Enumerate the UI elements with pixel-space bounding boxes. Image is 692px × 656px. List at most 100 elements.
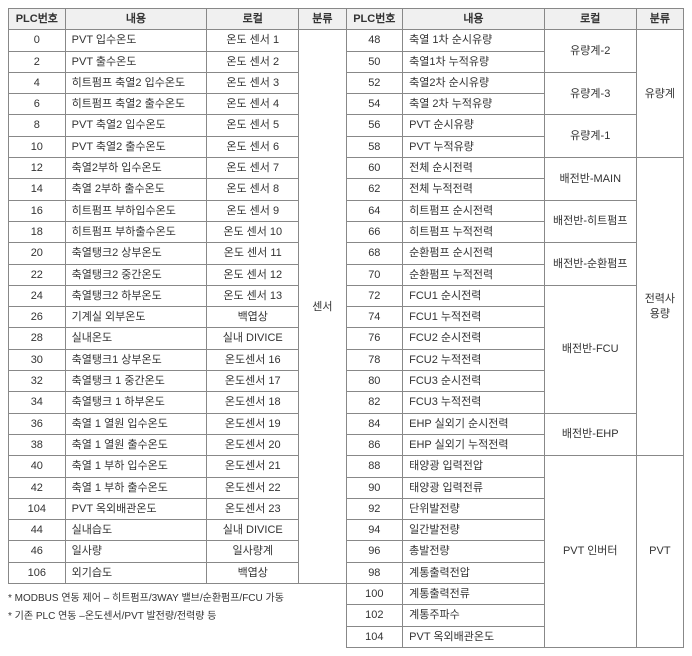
cell-content: 축열 1차 순시유량 [403, 30, 545, 51]
cell-plc: 96 [346, 541, 403, 562]
cell-plc: 102 [346, 605, 403, 626]
cell-plc: 70 [346, 264, 403, 285]
cell-plc: 88 [346, 456, 403, 477]
table-row: 12축열2부하 입수온도온도 센서 7 [9, 158, 347, 179]
cell-content: 축열탱크 1 중간온도 [65, 371, 207, 392]
cell-plc: 100 [346, 584, 403, 605]
cell-local: 온도센서 16 [207, 349, 299, 370]
cell-plc: 74 [346, 307, 403, 328]
cell-content: PVT 축열2 출수온도 [65, 136, 207, 157]
note-line: * 기존 PLC 연동 –온도센서/PVT 발전량/전력량 등 [8, 608, 347, 626]
cell-local: 온도 센서 3 [207, 72, 299, 93]
cell-content: 총발전량 [403, 541, 545, 562]
table-row: 20축열탱크2 상부온도온도 센서 11 [9, 243, 347, 264]
cell-plc: 58 [346, 136, 403, 157]
cell-local: 실내 DIVICE [207, 520, 299, 541]
cell-plc: 4 [9, 72, 66, 93]
cell-local: 온도 센서 1 [207, 30, 299, 51]
cell-local: 유량계-2 [544, 30, 636, 73]
table-row: 18히트펌프 부하출수온도온도 센서 10 [9, 221, 347, 242]
cell-content: 축열2차 순시유량 [403, 72, 545, 93]
table-row: 10PVT 축열2 출수온도온도 센서 6 [9, 136, 347, 157]
cell-content: 축열탱크 1 하부온도 [65, 392, 207, 413]
cell-content: 축열탱크2 중간온도 [65, 264, 207, 285]
cell-plc: 10 [9, 136, 66, 157]
table-row: 84EHP 실외기 순시전력배전반-EHP [346, 413, 684, 434]
table-row: 32축열탱크 1 중간온도온도센서 17 [9, 371, 347, 392]
table-row: 44실내습도실내 DIVICE [9, 520, 347, 541]
table-row: 6히트펌프 축열2 출수온도온도 센서 4 [9, 94, 347, 115]
table-row: 0PVT 입수온도온도 센서 1센서 [9, 30, 347, 51]
cell-local: 온도센서 17 [207, 371, 299, 392]
cell-plc: 32 [9, 371, 66, 392]
left-table: PLC번호 내용 로컬 분류 0PVT 입수온도온도 센서 1센서2PVT 출수… [8, 8, 347, 584]
cell-local: 배전반-FCU [544, 285, 636, 413]
cell-plc: 46 [9, 541, 66, 562]
header-plc: PLC번호 [346, 9, 403, 30]
cell-plc: 30 [9, 349, 66, 370]
cell-plc: 8 [9, 115, 66, 136]
cell-local: 온도센서 21 [207, 456, 299, 477]
cell-plc: 80 [346, 371, 403, 392]
cell-local: 실내 DIVICE [207, 328, 299, 349]
cell-plc: 72 [346, 285, 403, 306]
table-wrapper: PLC번호 내용 로컬 분류 0PVT 입수온도온도 센서 1센서2PVT 출수… [8, 8, 684, 648]
cell-local: 온도 센서 7 [207, 158, 299, 179]
cell-content: 태양광 입력전류 [403, 477, 545, 498]
cell-content: PVT 옥외배관온도 [65, 498, 207, 519]
table-header-row: PLC번호 내용 로컬 분류 [346, 9, 684, 30]
cell-plc: 92 [346, 498, 403, 519]
cell-plc: 78 [346, 349, 403, 370]
table-row: 4히트펌프 축열2 입수온도온도 센서 3 [9, 72, 347, 93]
cell-local: 온도 센서 9 [207, 200, 299, 221]
cell-plc: 56 [346, 115, 403, 136]
cell-local: 백엽상 [207, 562, 299, 583]
cell-local: 온도 센서 6 [207, 136, 299, 157]
cell-plc: 82 [346, 392, 403, 413]
cell-cat: 전력사용량 [636, 158, 683, 456]
cell-local: 배전반-순환펌프 [544, 243, 636, 286]
cell-content: 히트펌프 순시전력 [403, 200, 545, 221]
cell-plc: 50 [346, 51, 403, 72]
cell-content: 기계실 외부온도 [65, 307, 207, 328]
cell-content: PVT 입수온도 [65, 30, 207, 51]
header-cat: 분류 [636, 9, 683, 30]
table-row: 48축열 1차 순시유량유량계-2유량계 [346, 30, 684, 51]
cell-cat: 유량계 [636, 30, 683, 158]
cell-plc: 20 [9, 243, 66, 264]
cell-content: 축열탱크2 상부온도 [65, 243, 207, 264]
cell-local: 온도센서 22 [207, 477, 299, 498]
cell-cat: PVT [636, 456, 683, 648]
table-row: 14축열 2부하 출수온도온도 센서 8 [9, 179, 347, 200]
table-row: 104PVT 옥외배관온도온도센서 23 [9, 498, 347, 519]
header-plc: PLC번호 [9, 9, 66, 30]
header-cat: 분류 [299, 9, 346, 30]
cell-local: 온도센서 18 [207, 392, 299, 413]
cell-content: 외기습도 [65, 562, 207, 583]
cell-plc: 6 [9, 94, 66, 115]
cell-plc: 76 [346, 328, 403, 349]
cell-plc: 26 [9, 307, 66, 328]
cell-content: 순환펌프 누적전력 [403, 264, 545, 285]
header-content: 내용 [65, 9, 207, 30]
cell-plc: 98 [346, 562, 403, 583]
cell-plc: 42 [9, 477, 66, 498]
cell-plc: 36 [9, 413, 66, 434]
cell-content: 태양광 입력전압 [403, 456, 545, 477]
table-row: 42축열 1 부하 출수온도온도센서 22 [9, 477, 347, 498]
cell-content: 축열 1 열원 출수온도 [65, 434, 207, 455]
cell-content: 계통주파수 [403, 605, 545, 626]
cell-plc: 28 [9, 328, 66, 349]
cell-content: 전체 누적전력 [403, 179, 545, 200]
cell-local: 온도 센서 12 [207, 264, 299, 285]
cell-content: FCU3 누적전력 [403, 392, 545, 413]
cell-plc: 16 [9, 200, 66, 221]
cell-content: PVT 출수온도 [65, 51, 207, 72]
cell-plc: 86 [346, 434, 403, 455]
cell-plc: 2 [9, 51, 66, 72]
table-row: 72FCU1 순시전력배전반-FCU [346, 285, 684, 306]
cell-plc: 84 [346, 413, 403, 434]
cell-plc: 0 [9, 30, 66, 51]
cell-content: 축열탱크1 상부온도 [65, 349, 207, 370]
table-row: 106외기습도백엽상 [9, 562, 347, 583]
